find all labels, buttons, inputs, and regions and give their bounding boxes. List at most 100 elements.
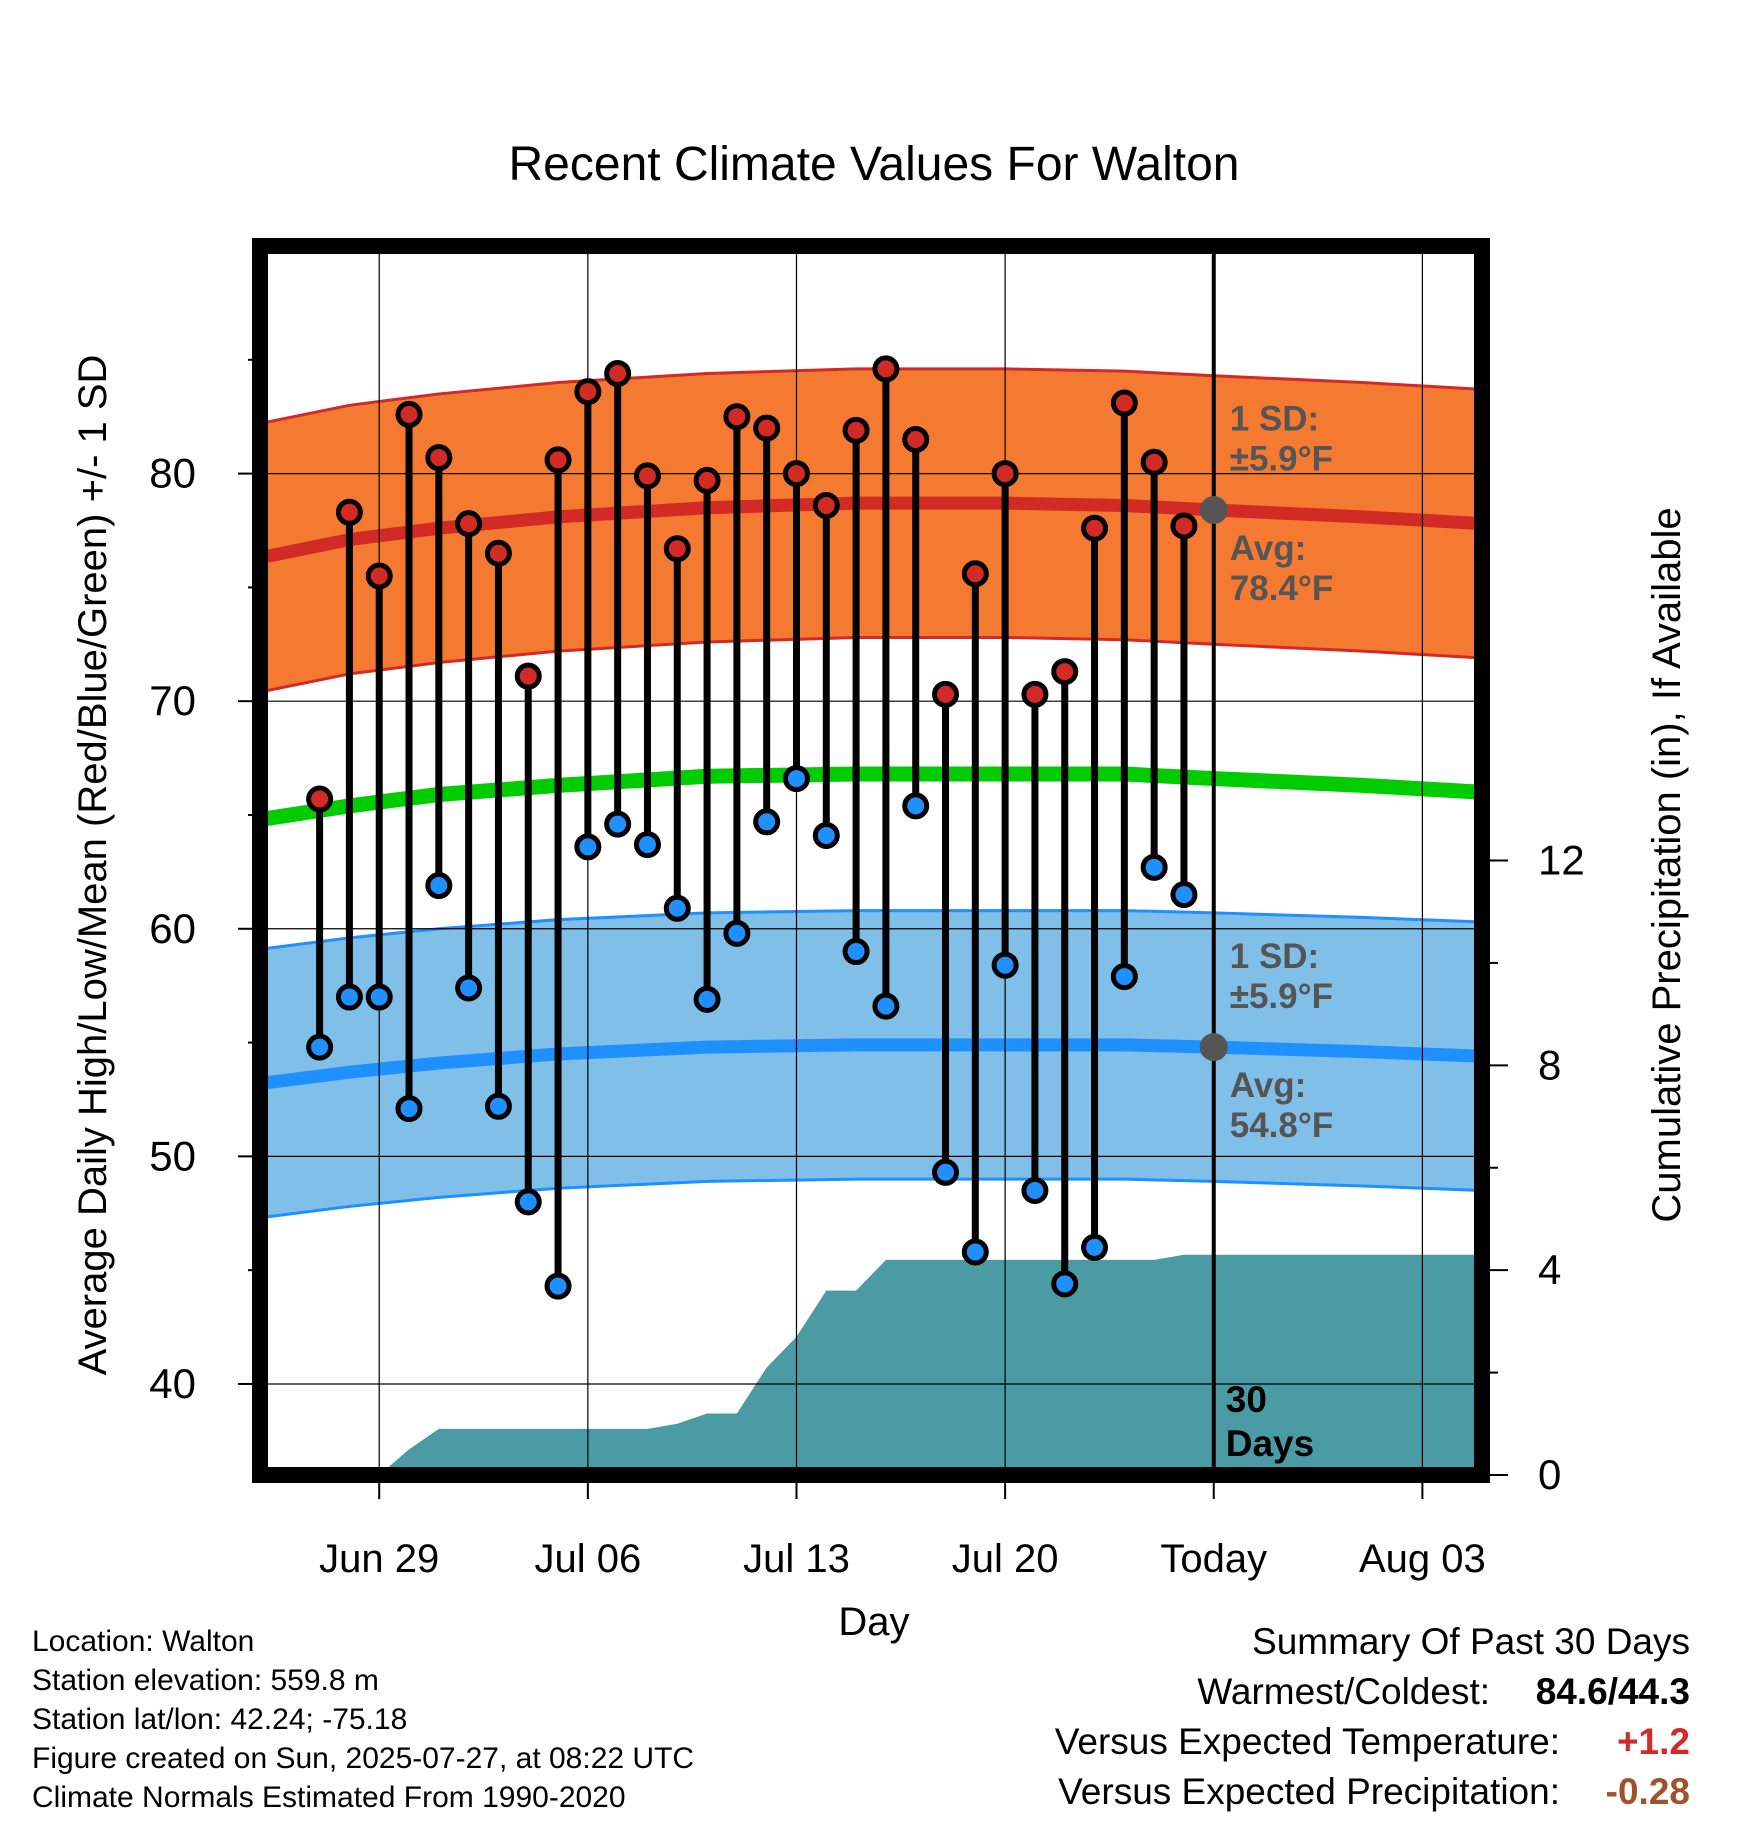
today-normal-high-marker [1199,496,1228,525]
precip-label: Versus Expected Precipitation: [1058,1771,1560,1812]
y-tick-label-right: 8 [1538,1041,1561,1088]
daily-high-point [365,562,393,590]
precip-row: Versus Expected Precipitation: -0.28 [1055,1767,1690,1817]
latlon-text: Station lat/lon: 42.24; -75.18 [32,1703,408,1736]
x-tick-label: Jul 06 [534,1537,641,1581]
x-tick-label: Today [1160,1537,1267,1581]
daily-low-point [991,951,1019,979]
daily-high-point [1140,448,1168,476]
high-sd-annotation-line: 1 SD: [1230,400,1319,439]
daily-high-point [604,359,632,387]
daily-high-point [306,785,334,813]
precip-value: -0.28 [1605,1771,1690,1812]
x-axis-label: Day [838,1600,909,1644]
x-tick-label: Jul 20 [952,1537,1059,1581]
y-tick-label-left: 40 [149,1360,196,1407]
daily-low-point [842,938,870,966]
daily-low-point [902,792,930,820]
daily-low-point [633,831,661,859]
plot-frame [252,238,1490,1483]
low-avg-annotation-line: Avg: [1230,1066,1306,1105]
daily-high-point [455,510,483,538]
daily-low-point [365,983,393,1011]
y-tick-label-left: 60 [149,905,196,952]
daily-low-point [1081,1233,1109,1261]
daily-high-point [782,460,810,488]
daily-high-point [335,498,363,526]
daily-high-point [961,560,989,588]
elevation-text: Station elevation: 559.8 m [32,1664,379,1697]
daily-high-point [1051,658,1079,686]
daily-high-point [812,491,840,519]
daily-high-point [1170,512,1198,540]
low-sd-band [260,910,1482,1218]
daily-low-point [932,1158,960,1186]
cumulative-precip-area [260,1254,1482,1475]
days-label-line: 30 [1226,1379,1267,1420]
today-normal-low-marker [1199,1033,1228,1062]
temp-value: +1.2 [1616,1721,1690,1762]
daily-low-point [306,1033,334,1061]
daily-low-point [782,765,810,793]
daily-low-point [335,983,363,1011]
daily-low-point [574,833,602,861]
x-tick-label: Jul 13 [743,1537,850,1581]
location-text: Location: Walton [32,1625,255,1658]
daily-high-point [633,462,661,490]
daily-low-point [604,810,632,838]
daily-high-point [395,400,423,428]
daily-high-point [1081,514,1109,542]
y-axis-label-right: Cumulative Precipitation (in), If Availa… [1645,507,1689,1222]
daily-high-point [663,535,691,563]
x-tick-label: Aug 03 [1359,1537,1486,1581]
daily-high-point [484,539,512,567]
y-tick-label-right: 0 [1538,1451,1561,1498]
normal-mean-line [260,766,1482,827]
high-avg-annotation-line: 78.4°F [1230,569,1334,608]
daily-low-point [514,1188,542,1216]
daily-low-point [1110,963,1138,991]
temp-row: Versus Expected Temperature: +1.2 [1055,1717,1690,1767]
daily-low-point [395,1095,423,1123]
days-label-line: Days [1226,1423,1314,1464]
daily-high-point [842,416,870,444]
low-sd-annotation-line: ±5.9°F [1230,977,1333,1016]
daily-low-point [1170,881,1198,909]
low-avg-annotation-line: 54.8°F [1230,1106,1334,1145]
daily-low-point [961,1238,989,1266]
x-tick-label: Jun 29 [319,1537,439,1581]
daily-high-point [723,403,751,431]
daily-high-point [693,466,721,494]
high-sd-band-upper-edge [260,367,1482,425]
y-tick-label-left: 50 [149,1132,196,1179]
daily-low-point [425,872,453,900]
daily-low-point [812,821,840,849]
chart-title: Recent Climate Values For Walton [509,138,1240,191]
summary-title: Summary Of Past 30 Days [1252,1621,1690,1662]
daily-high-point [574,378,602,406]
daily-high-point [514,662,542,690]
daily-low-point [693,985,721,1013]
daily-low-point [663,894,691,922]
daily-high-point [932,680,960,708]
daily-low-point [1051,1270,1079,1298]
daily-low-point [753,808,781,836]
daily-high-point [425,444,453,472]
created-text: Figure created on Sun, 2025-07-27, at 08… [32,1742,695,1775]
y-tick-label-left: 70 [149,677,196,724]
daily-high-point [872,355,900,383]
daily-high-point [544,446,572,474]
y-tick-label-right: 12 [1538,837,1585,884]
low-sd-annotation-line: 1 SD: [1230,937,1319,976]
daily-high-point [753,414,781,442]
daily-low-point [455,974,483,1002]
daily-high-point [1110,389,1138,417]
normals-text: Climate Normals Estimated From 1990-2020 [32,1781,626,1814]
warmest-coldest-row: Warmest/Coldest: 84.6/44.3 [1055,1667,1690,1717]
warmest-coldest-label: Warmest/Coldest: [1197,1671,1490,1712]
high-avg-annotation-line: Avg: [1230,529,1306,568]
daily-high-point [902,425,930,453]
daily-low-point [544,1272,572,1300]
